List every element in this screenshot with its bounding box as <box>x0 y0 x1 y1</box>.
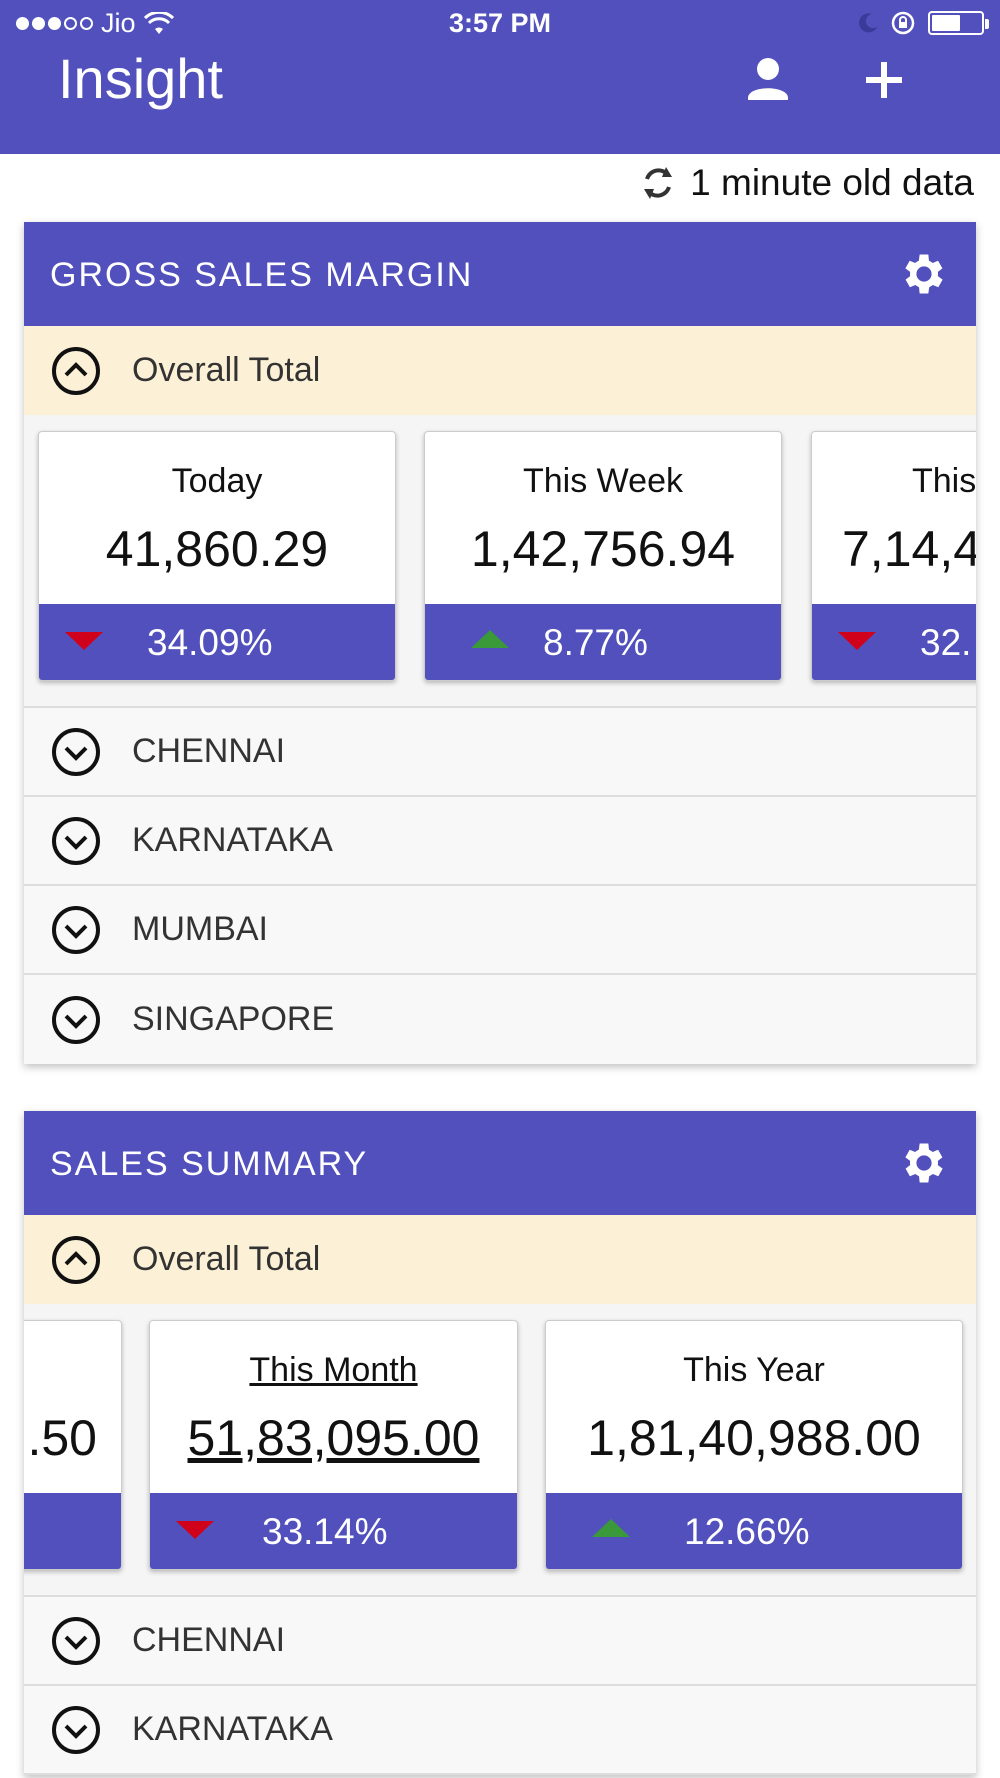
region-row[interactable]: CHENNAI <box>24 708 976 797</box>
tile-value: .50 <box>27 1410 97 1466</box>
region-label: KARNATAKA <box>132 1710 333 1748</box>
tile-footer: 12.66% <box>546 1493 962 1569</box>
region-label: CHENNAI <box>132 732 286 770</box>
trend-down-icon <box>838 632 876 650</box>
tile-value: 7,14,4 <box>842 521 976 577</box>
tile-label: Today <box>171 462 263 500</box>
tile-value: 1,81,40,988.00 <box>587 1410 921 1466</box>
tile-today[interactable]: Today 41,860.29 34.09% <box>38 431 396 681</box>
chevron-down-icon[interactable] <box>50 904 102 956</box>
overall-total-label: Overall Total <box>132 351 321 389</box>
region-row[interactable]: MUMBAI <box>24 886 976 975</box>
tile-label: This <box>912 462 976 500</box>
status-time: 3:57 PM <box>448 8 552 38</box>
tile-label: This Year <box>683 1351 825 1389</box>
chevron-up-icon[interactable] <box>50 345 102 397</box>
tile-this-month[interactable]: This 7,14,4 32. <box>811 431 976 681</box>
refresh-text: 1 minute old data <box>690 162 974 203</box>
card-header: GROSS SALES MARGIN <box>24 222 976 326</box>
chevron-up-icon[interactable] <box>50 1234 102 1286</box>
tile-footer: 32. <box>812 604 976 680</box>
battery-icon <box>928 11 989 35</box>
region-row[interactable]: KARNATAKA <box>24 797 976 886</box>
tile-footer: 33.14% <box>150 1493 517 1569</box>
tiles-carousel[interactable]: Today 41,860.29 34.09% This Week 1,42,75… <box>24 415 976 708</box>
rotation-lock-icon <box>891 11 915 35</box>
tiles-carousel[interactable]: .50 This Month 51,83,095.00 33.14% This … <box>24 1304 976 1597</box>
card-title: SALES SUMMARY <box>50 1145 369 1183</box>
gear-icon[interactable] <box>898 1137 950 1189</box>
tile-change: 33.14% <box>262 1511 388 1552</box>
region-row[interactable]: SINGAPORE <box>24 975 976 1064</box>
sales-summary-card: SALES SUMMARY Overall Total .50 This Mon… <box>24 1111 976 1775</box>
card-title: GROSS SALES MARGIN <box>50 256 474 294</box>
carrier-label: Jio <box>101 8 136 38</box>
tile-footer <box>24 1493 121 1569</box>
tile-label: This Month <box>249 1351 418 1389</box>
tile-this-week[interactable]: .50 <box>24 1320 122 1570</box>
tile-change: 34.09% <box>147 622 273 663</box>
app-title: Insight <box>58 47 223 110</box>
region-row[interactable]: CHENNAI <box>24 1597 976 1686</box>
tile-footer: 34.09% <box>39 604 395 680</box>
tile-change: 32. <box>920 622 972 663</box>
trend-up-icon <box>471 630 509 648</box>
chevron-down-icon[interactable] <box>50 815 102 867</box>
gear-icon[interactable] <box>898 248 950 300</box>
refresh-icon[interactable] <box>638 163 678 203</box>
tile-change: 12.66% <box>684 1511 810 1552</box>
region-label: MUMBAI <box>132 910 268 948</box>
wifi-icon <box>143 11 174 34</box>
moon-icon <box>859 13 878 33</box>
gross-sales-margin-card: GROSS SALES MARGIN Overall Total Today 4… <box>24 222 976 1064</box>
tile-this-week[interactable]: This Week 1,42,756.94 8.77% <box>424 431 782 681</box>
user-icon[interactable] <box>740 52 796 108</box>
tile-value: 41,860.29 <box>105 521 329 577</box>
chevron-down-icon[interactable] <box>50 1615 102 1667</box>
chevron-down-icon[interactable] <box>50 726 102 778</box>
chevron-down-icon[interactable] <box>50 994 102 1046</box>
card-header: SALES SUMMARY <box>24 1111 976 1215</box>
region-label: KARNATAKA <box>132 821 333 859</box>
tile-this-year[interactable]: This Year 1,81,40,988.00 12.66% <box>545 1320 963 1570</box>
overall-total-row[interactable]: Overall Total <box>24 1215 976 1304</box>
signal-icon <box>16 17 93 30</box>
overall-total-row[interactable]: Overall Total <box>24 326 976 415</box>
tile-label: This Week <box>523 462 683 500</box>
region-label: SINGAPORE <box>132 1000 335 1038</box>
tile-change: 8.77% <box>543 622 648 663</box>
trend-down-icon <box>65 632 103 650</box>
trend-down-icon <box>176 1521 214 1539</box>
region-label: CHENNAI <box>132 1621 286 1659</box>
tile-value: 51,83,095.00 <box>187 1410 480 1466</box>
refresh-status[interactable]: 1 minute old data <box>638 162 974 204</box>
app-bar: Jio 3:57 PM Insight <box>0 0 1000 154</box>
chevron-down-icon[interactable] <box>50 1704 102 1756</box>
add-icon[interactable] <box>856 52 912 108</box>
status-bar: Jio 3:57 PM <box>0 8 1000 44</box>
trend-up-icon <box>592 1519 630 1537</box>
overall-total-label: Overall Total <box>132 1240 321 1278</box>
tile-value: 1,42,756.94 <box>470 521 736 577</box>
tile-this-month[interactable]: This Month 51,83,095.00 33.14% <box>149 1320 518 1570</box>
region-row[interactable]: KARNATAKA <box>24 1686 976 1775</box>
tile-footer: 8.77% <box>425 604 781 680</box>
